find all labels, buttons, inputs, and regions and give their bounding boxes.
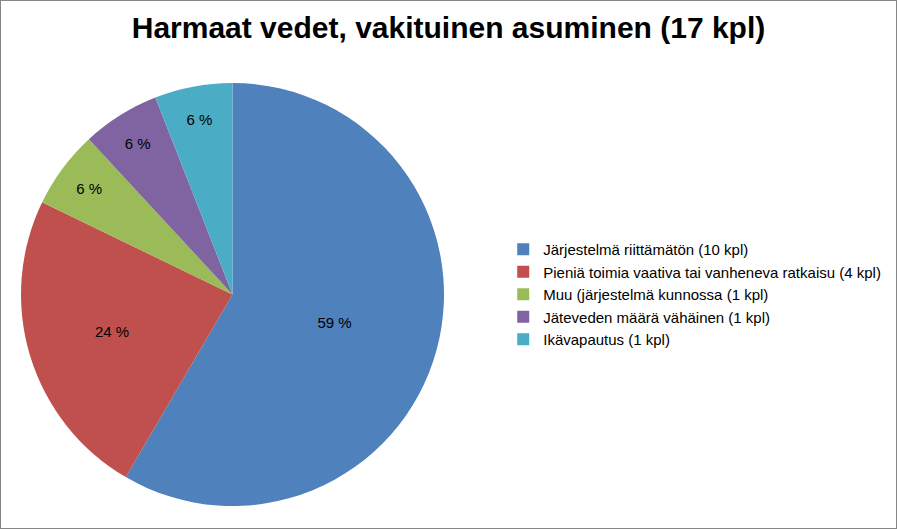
- svg-text:Muu (järjestelmä kunnossa (1 k: Muu (järjestelmä kunnossa (1 kpl): [543, 286, 768, 303]
- svg-text:Pieniä toimia vaativa tai vanh: Pieniä toimia vaativa tai vanheneva ratk…: [543, 264, 881, 281]
- svg-text:24 %: 24 %: [95, 323, 129, 340]
- svg-text:Järjestelmä riittämätön (10 kp: Järjestelmä riittämätön (10 kpl): [543, 241, 748, 258]
- svg-text:6 %: 6 %: [186, 111, 212, 128]
- svg-text:6 %: 6 %: [76, 180, 102, 197]
- svg-text:Ikävapautus (1 kpl): Ikävapautus (1 kpl): [543, 331, 670, 348]
- svg-text:6 %: 6 %: [125, 135, 151, 152]
- svg-text:Jäteveden määrä vähäinen (1 kp: Jäteveden määrä vähäinen (1 kpl): [543, 309, 770, 326]
- svg-text:Harmaat vedet, vakituinen asum: Harmaat vedet, vakituinen asuminen (17 k…: [132, 11, 766, 44]
- svg-text:59 %: 59 %: [317, 314, 351, 331]
